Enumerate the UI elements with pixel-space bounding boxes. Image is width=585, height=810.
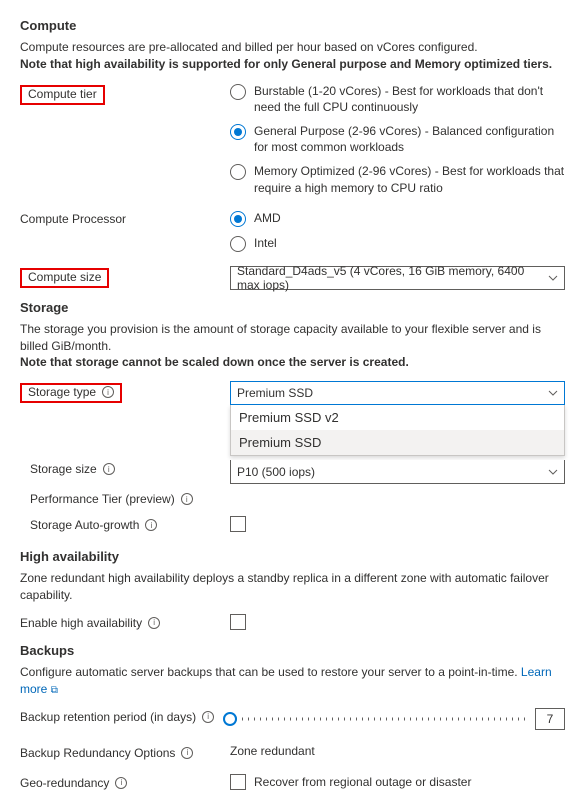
compute-size-label: Compute size: [20, 268, 109, 288]
info-icon[interactable]: i: [115, 777, 127, 789]
geo-redundancy-checkbox-label: Recover from regional outage or disaster: [254, 775, 471, 789]
compute-desc-line2: Note that high availability is supported…: [20, 57, 552, 71]
ha-heading: High availability: [20, 549, 565, 564]
compute-size-select[interactable]: Standard_D4ads_v5 (4 vCores, 16 GiB memo…: [230, 266, 565, 290]
storage-type-option-v2[interactable]: Premium SSD v2: [231, 405, 564, 430]
storage-type-value: Premium SSD: [237, 386, 313, 400]
radio-label: Intel: [254, 235, 277, 251]
info-icon[interactable]: i: [148, 617, 160, 629]
radio-label: General Purpose (2-96 vCores) - Balanced…: [254, 123, 565, 155]
storage-autogrowth-checkbox[interactable]: [230, 516, 246, 532]
chevron-down-icon: [548, 390, 558, 396]
geo-redundancy-label: Geo-redundancy: [20, 776, 109, 790]
storage-size-label: Storage size: [30, 462, 97, 476]
compute-processor-group: AMD Intel: [230, 210, 565, 252]
info-icon[interactable]: i: [181, 493, 193, 505]
storage-description: The storage you provision is the amount …: [20, 321, 565, 371]
storage-desc-line1: The storage you provision is the amount …: [20, 322, 541, 353]
radio-icon: [230, 236, 246, 252]
radio-icon: [230, 124, 246, 140]
backups-heading: Backups: [20, 643, 565, 658]
compute-processor-option-amd[interactable]: AMD: [230, 210, 565, 227]
backups-desc-text: Configure automatic server backups that …: [20, 665, 521, 679]
ha-description: Zone redundant high availability deploys…: [20, 570, 565, 604]
compute-processor-label: Compute Processor: [20, 212, 126, 226]
storage-autogrowth-label: Storage Auto-growth: [30, 518, 139, 532]
radio-label: AMD: [254, 210, 281, 226]
info-icon[interactable]: i: [103, 463, 115, 475]
compute-tier-label: Compute tier: [20, 85, 105, 105]
chevron-down-icon: [548, 469, 558, 475]
compute-desc-line1: Compute resources are pre-allocated and …: [20, 40, 478, 54]
radio-icon: [230, 164, 246, 180]
radio-label: Memory Optimized (2-96 vCores) - Best fo…: [254, 163, 565, 195]
radio-icon: [230, 84, 246, 100]
storage-type-select[interactable]: Premium SSD: [230, 381, 565, 405]
compute-tier-option-burstable[interactable]: Burstable (1-20 vCores) - Best for workl…: [230, 83, 565, 115]
info-icon[interactable]: i: [181, 747, 193, 759]
performance-tier-value: P10 (500 iops): [237, 465, 315, 479]
storage-type-dropdown: Premium SSD v2 Premium SSD: [230, 405, 565, 456]
backup-retention-label: Backup retention period (in days): [20, 710, 196, 724]
enable-ha-checkbox[interactable]: [230, 614, 246, 630]
info-icon[interactable]: i: [145, 519, 157, 531]
info-icon[interactable]: i: [102, 386, 114, 398]
backup-redundancy-value: Zone redundant: [230, 744, 315, 758]
compute-heading: Compute: [20, 18, 565, 33]
storage-desc-line2: Note that storage cannot be scaled down …: [20, 355, 409, 369]
compute-size-value: Standard_D4ads_v5 (4 vCores, 16 GiB memo…: [237, 264, 540, 292]
performance-tier-select[interactable]: P10 (500 iops): [230, 460, 565, 484]
info-icon[interactable]: i: [202, 711, 214, 723]
performance-tier-label: Performance Tier (preview): [30, 492, 175, 506]
backup-redundancy-label: Backup Redundancy Options: [20, 746, 175, 760]
geo-redundancy-checkbox[interactable]: [230, 774, 246, 790]
slider-thumb[interactable]: [223, 712, 237, 726]
compute-tier-option-general[interactable]: General Purpose (2-96 vCores) - Balanced…: [230, 123, 565, 155]
backup-retention-value[interactable]: 7: [535, 708, 565, 730]
compute-processor-option-intel[interactable]: Intel: [230, 235, 565, 252]
compute-tier-option-memory[interactable]: Memory Optimized (2-96 vCores) - Best fo…: [230, 163, 565, 195]
external-link-icon: ⧉: [51, 685, 58, 696]
radio-label: Burstable (1-20 vCores) - Best for workl…: [254, 83, 565, 115]
enable-ha-label: Enable high availability: [20, 616, 142, 630]
chevron-down-icon: [548, 275, 558, 281]
compute-description: Compute resources are pre-allocated and …: [20, 39, 565, 73]
backups-description: Configure automatic server backups that …: [20, 664, 565, 698]
compute-tier-group: Burstable (1-20 vCores) - Best for workl…: [230, 83, 565, 196]
storage-type-option-premium[interactable]: Premium SSD: [231, 430, 564, 455]
storage-type-label: Storage type: [28, 385, 96, 399]
storage-heading: Storage: [20, 300, 565, 315]
slider-track: [230, 717, 525, 720]
backup-retention-slider[interactable]: [230, 717, 525, 721]
radio-icon: [230, 211, 246, 227]
